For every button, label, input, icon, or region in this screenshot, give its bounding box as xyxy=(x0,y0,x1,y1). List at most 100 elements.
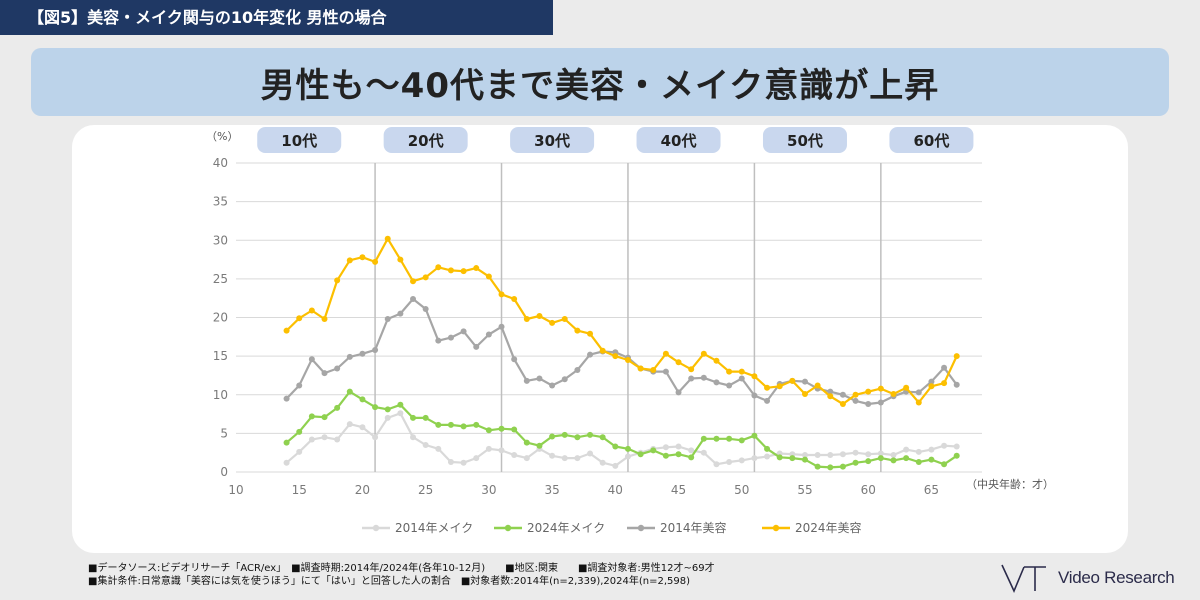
data-point xyxy=(789,455,796,462)
y-tick-label: 40 xyxy=(213,156,228,170)
line-chart: 0 5 10 15 20 25 30 35 40 10 15 20 25 30 35 40 45 50 55 60 65… xyxy=(206,127,1054,535)
data-point xyxy=(814,452,821,459)
data-point xyxy=(346,421,353,428)
age-group-pill: 50代 xyxy=(762,127,847,153)
data-point xyxy=(384,316,391,323)
data-point xyxy=(511,356,518,363)
age-group-pill-bg xyxy=(762,127,847,153)
data-point xyxy=(384,414,391,421)
data-point xyxy=(839,401,846,408)
data-point xyxy=(549,433,556,440)
data-point xyxy=(650,367,657,374)
data-point xyxy=(637,451,644,458)
data-point xyxy=(574,367,581,374)
data-point xyxy=(296,448,303,455)
x-tick-label: 50 xyxy=(734,483,749,497)
series-line xyxy=(285,412,957,467)
data-point xyxy=(928,383,935,390)
data-point xyxy=(827,393,834,400)
data-point xyxy=(296,315,303,322)
data-point xyxy=(587,330,594,337)
data-point xyxy=(536,312,543,319)
data-point xyxy=(612,353,619,360)
data-point xyxy=(827,452,834,459)
legend-marker xyxy=(504,524,512,532)
brand-logo: Video Research xyxy=(1000,562,1175,594)
y-tick-label: 25 xyxy=(213,272,228,286)
data-point xyxy=(561,431,568,438)
data-point xyxy=(877,399,884,406)
data-point xyxy=(321,370,328,377)
legend-marker xyxy=(772,524,780,532)
age-group-pill-bg xyxy=(257,127,342,153)
data-point xyxy=(346,388,353,395)
data-point xyxy=(700,374,707,381)
data-point xyxy=(359,350,366,357)
data-point xyxy=(865,401,872,408)
data-point xyxy=(801,390,808,397)
age-group-label: 10代 xyxy=(281,132,317,150)
data-point xyxy=(839,463,846,470)
data-point xyxy=(928,378,935,385)
data-point xyxy=(511,452,518,459)
data-point xyxy=(776,383,783,390)
data-point xyxy=(422,441,429,448)
data-point xyxy=(827,388,834,395)
age-group-pill-bg xyxy=(383,127,468,153)
data-point xyxy=(498,323,505,330)
data-point xyxy=(650,447,657,454)
legend-item: 2024年美容 xyxy=(762,520,862,535)
data-point xyxy=(953,452,960,459)
data-point xyxy=(384,406,391,413)
data-point xyxy=(296,428,303,435)
data-point xyxy=(688,454,695,461)
data-point xyxy=(372,434,379,441)
data-point xyxy=(827,464,834,471)
data-point xyxy=(422,274,429,281)
figure-tag: 【図5】美容・メイク関与の10年変化 男性の場合 xyxy=(0,0,553,35)
data-point xyxy=(865,451,872,458)
data-point xyxy=(726,435,733,442)
age-group-pill: 40代 xyxy=(636,127,721,153)
data-point xyxy=(877,385,884,392)
data-point xyxy=(675,443,682,450)
data-point xyxy=(662,452,669,459)
data-point xyxy=(751,432,758,439)
x-tick-label: 45 xyxy=(671,483,686,497)
age-group-pill: 10代 xyxy=(257,127,342,153)
data-point xyxy=(890,452,897,459)
data-point xyxy=(637,365,644,372)
data-point xyxy=(435,445,442,452)
data-point xyxy=(410,278,417,285)
y-tick-label: 20 xyxy=(213,311,228,325)
data-point xyxy=(941,380,948,387)
data-point xyxy=(814,463,821,470)
data-point xyxy=(713,379,720,386)
data-point xyxy=(321,414,328,421)
y-tick-label: 10 xyxy=(213,388,228,402)
data-point xyxy=(624,445,631,452)
x-tick-label: 20 xyxy=(355,483,370,497)
data-point xyxy=(485,445,492,452)
data-point xyxy=(700,435,707,442)
data-point xyxy=(346,353,353,360)
data-point xyxy=(397,256,404,263)
data-point xyxy=(473,455,480,462)
data-point xyxy=(700,350,707,357)
data-point xyxy=(435,337,442,344)
data-point xyxy=(928,456,935,463)
x-tick-label: 55 xyxy=(797,483,812,497)
data-point xyxy=(523,316,530,323)
data-point xyxy=(359,254,366,261)
data-point xyxy=(599,347,606,354)
legend-label: 2014年美容 xyxy=(660,520,727,535)
y-tick-label: 30 xyxy=(213,233,228,247)
data-point xyxy=(397,310,404,317)
brand-name: Video Research xyxy=(1058,568,1175,587)
legend-marker xyxy=(637,524,645,532)
data-point xyxy=(751,392,758,399)
data-point xyxy=(410,414,417,421)
data-point xyxy=(410,434,417,441)
data-point xyxy=(662,350,669,357)
data-point xyxy=(599,459,606,466)
